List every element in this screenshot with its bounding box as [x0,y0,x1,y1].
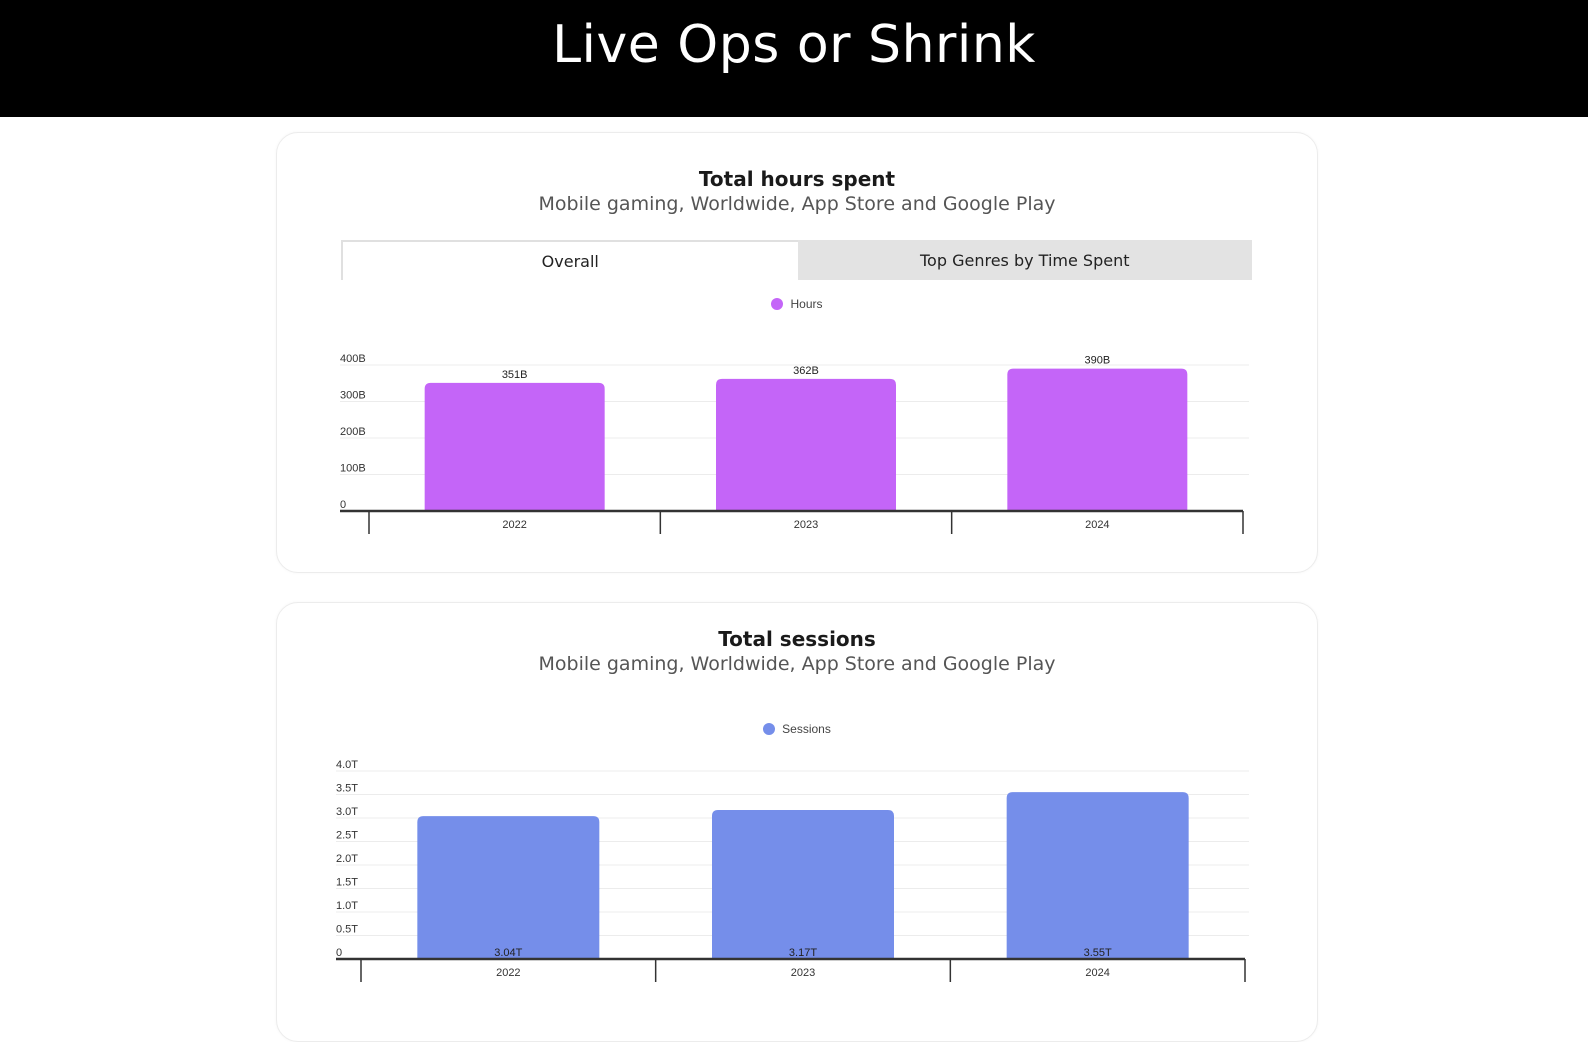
hours-x-tick-label: 2024 [1085,519,1109,531]
sessions-bar-2022 [417,816,600,959]
hours-y-tick-label: 0 [340,499,346,511]
sessions-y-tick-label: 0.5T [336,924,358,936]
hours-chart-card: Total hours spent Mobile gaming, Worldwi… [276,132,1318,573]
sessions-legend-marker [763,723,776,735]
sessions-y-tick-label: 1.0T [336,900,358,912]
chart-tabs: Overall Top Genres by Time Spent [341,240,1252,280]
sessions-chart-title: Total sessions [718,627,876,651]
hours-bar-2022 [424,382,605,511]
sessions-value-label: 3.55T [1084,947,1112,959]
sessions-x-tick-label: 2024 [1085,967,1109,979]
hours-legend: Hours [277,297,1317,311]
hours-value-label: 351B [502,369,528,381]
sessions-chart-card: Total sessions Mobile gaming, Worldwide,… [276,602,1318,1042]
sessions-bar-chart: 0 0.5T 1.0T 1.5T 2.0T 2.5T 3.0T 3.5T 4.0T 3.04T 20… [336,759,1249,982]
sessions-legend: Sessions [277,722,1317,736]
hours-x-tick-label: 2023 [794,519,818,531]
hours-x-tick-label: 2022 [502,519,526,531]
hours-y-tick-label: 100B [340,463,366,475]
title-bar: Live Ops or Shrink [0,0,1588,117]
hours-value-label: 362B [793,365,819,377]
sessions-y-tick-label: 1.5T [336,877,358,889]
hours-y-tick-label: 400B [340,353,366,365]
hours-y-tick-label: 300B [340,390,366,402]
hours-legend-label: Hours [790,297,823,311]
sessions-x-tick-label: 2023 [791,967,815,979]
hours-value-label: 390B [1084,355,1110,367]
hours-bar-chart: 0 100B 200B 300B 400B 351B 2022 362B 2023 390B 202… [340,353,1249,534]
hours-chart-title: Total hours spent [698,167,896,191]
sessions-y-tick-label: 3.0T [336,806,358,818]
hours-legend-marker [771,298,784,310]
sessions-y-tick-label: 4.0T [336,759,358,771]
tab-top-genres[interactable]: Top Genres by Time Spent [797,240,1252,280]
tab-overall[interactable]: Overall [341,240,798,280]
sessions-x-tick-label: 2022 [496,967,520,979]
sessions-bar-2024 [1006,792,1189,959]
hours-bar-2024 [1007,368,1188,511]
sessions-value-label: 3.04T [494,947,522,959]
sessions-value-label: 3.17T [789,947,817,959]
hours-y-tick-label: 200B [340,426,366,438]
sessions-legend-label: Sessions [782,722,831,736]
sessions-bar-2023 [712,810,894,959]
hours-bar-2023 [716,378,896,511]
sessions-chart-subtitle: Mobile gaming, Worldwide, App Store and … [538,653,1056,675]
sessions-y-tick-label: 2.0T [336,853,358,865]
sessions-y-tick-label: 3.5T [336,783,358,795]
sessions-y-tick-label: 0 [336,947,342,959]
hours-chart-subtitle: Mobile gaming, Worldwide, App Store and … [538,193,1056,215]
slide-title: Live Ops or Shrink [552,14,1036,75]
sessions-y-tick-label: 2.5T [336,830,358,842]
